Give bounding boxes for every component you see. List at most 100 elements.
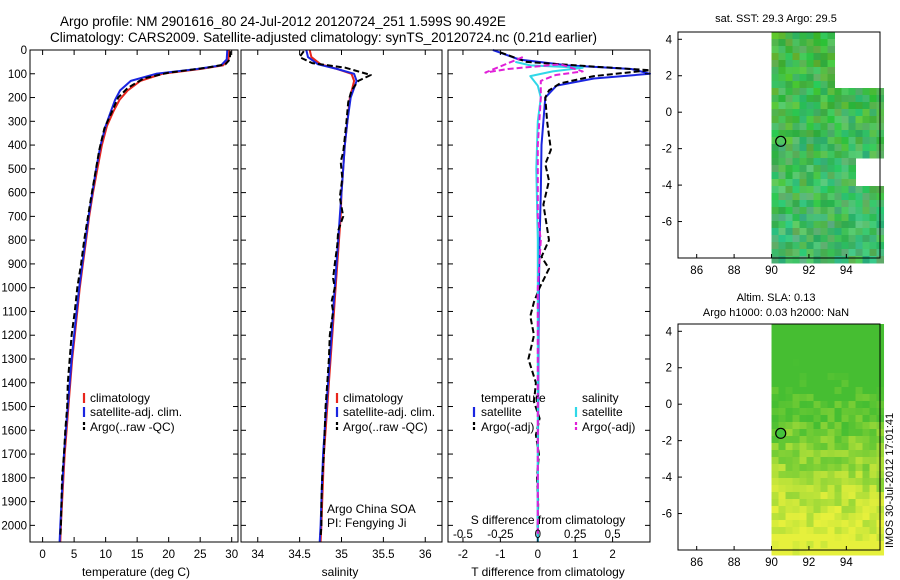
map-cell [785,46,794,54]
map-cell [869,193,878,201]
map-cell [848,534,857,542]
map-cell [820,373,829,381]
map-cell [792,443,801,451]
map-cell [799,478,808,486]
map-cell [771,130,780,138]
map-cell [799,324,808,332]
map-cell [848,214,857,222]
legend-label-satellite-adj: satellite-adj. clim. [90,405,182,419]
map-cell [834,207,843,215]
map-cell [813,373,822,381]
x-tick-label: 30 [225,549,238,561]
map-cell [792,408,801,416]
map-cell [869,200,878,208]
map-cell [862,485,871,493]
map-cell [848,380,857,388]
map-cell [855,401,864,409]
map-cell [855,102,864,110]
map-frame [677,323,881,551]
legend-label-argo: Argo(..raw -QC) [90,420,175,434]
t-difference-axis-label: T difference from climatology [471,565,625,579]
map-cell [778,186,787,194]
map-cell [799,352,808,360]
map-cell [813,144,822,152]
map-cell [771,221,780,229]
map-cell [806,214,815,222]
map-cell [862,394,871,402]
map-cell [841,534,850,542]
map-cell [799,457,808,465]
map-cell [827,102,836,110]
map-x-tick-label: 92 [803,557,816,569]
map-cell [778,492,787,500]
map-cell [827,32,836,40]
map-cell [869,478,878,486]
map-cell [869,116,878,124]
map-cell [792,179,801,187]
map-cell [792,359,801,367]
map-cell [869,95,878,103]
map-cell [792,221,801,229]
map-cell [771,193,780,201]
map-cell [841,436,850,444]
map-cell [820,242,829,250]
map-cell [806,499,815,507]
x-tick-label: 0 [535,549,541,561]
map-cell [834,221,843,229]
temperature-axis-label: temperature (deg C) [82,565,190,579]
map-cell [848,450,857,458]
map-cell [841,429,850,437]
map-cell [785,235,794,243]
map-cell [785,123,794,131]
map-cell [827,186,836,194]
map-cell [771,520,780,528]
map-cell [785,130,794,138]
map-cell [792,415,801,423]
map-cell [792,527,801,535]
x-tick-label: 20 [162,549,175,561]
map-cell [869,130,878,138]
map-cell [820,464,829,472]
map-cell [813,499,822,507]
map-cell [820,387,829,395]
map-cell [820,492,829,500]
map-cell [799,207,808,215]
map-cell [862,429,871,437]
map-cell [813,513,822,521]
map-cell [792,32,801,40]
map-cell [855,193,864,201]
map-cell [841,228,850,236]
map-cell [855,88,864,96]
map-cell [848,235,857,243]
map-cell [771,422,780,430]
map-cell [855,151,864,159]
map-cell [855,256,864,264]
map-cell [848,345,857,353]
map-cell [785,158,794,166]
map-cell [827,144,836,152]
map-cell [820,88,829,96]
map-cell [778,499,787,507]
map-cell [827,207,836,215]
map-cell [771,485,780,493]
map-cell [813,193,822,201]
map-cell [806,158,815,166]
map-y-tick-label: -6 [662,217,672,229]
map-cell [848,387,857,395]
map-cell [820,471,829,479]
map-cell [792,130,801,138]
map-cell [827,534,836,542]
map-cell [792,88,801,96]
map-cell [799,548,808,556]
map-cell [862,221,871,229]
map-cell [827,485,836,493]
map-cell [771,235,780,243]
map-cell [792,186,801,194]
map-cell [841,415,850,423]
map-cell [855,492,864,500]
map-y-tick-label: 4 [666,326,673,338]
map-cell [799,158,808,166]
map-cell [834,527,843,535]
y-tick-label: 1800 [1,473,27,485]
map-cell [869,422,878,430]
